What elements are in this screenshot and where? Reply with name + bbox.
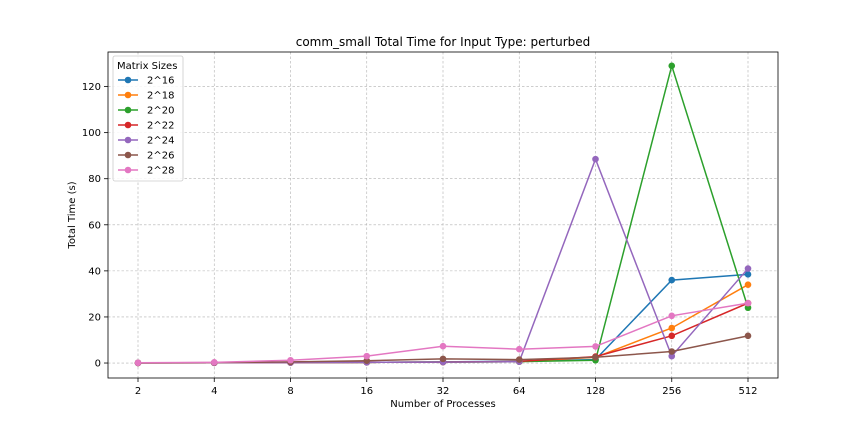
- x-tick-label: 8: [287, 386, 293, 397]
- legend-swatch-marker: [124, 91, 132, 99]
- data-point: [668, 332, 676, 340]
- series-group: [134, 62, 752, 367]
- data-point: [210, 359, 218, 366]
- legend-label: 2^28: [147, 166, 174, 177]
- data-point: [287, 356, 294, 364]
- data-point: [744, 332, 752, 340]
- data-point: [592, 343, 599, 350]
- data-point: [592, 155, 599, 163]
- data-point: [668, 324, 676, 332]
- legend-item: 2^18: [118, 91, 174, 102]
- data-point: [363, 357, 371, 365]
- data-point: [439, 355, 447, 363]
- data-point: [439, 342, 447, 350]
- legend-swatch-marker: [124, 121, 132, 129]
- data-point: [668, 62, 676, 70]
- legend-swatch-marker: [124, 136, 132, 144]
- legend-label: 2^16: [147, 76, 174, 87]
- legend-label: 2^18: [147, 91, 174, 102]
- y-tick-label: 120: [82, 82, 101, 93]
- data-point: [744, 281, 752, 288]
- legend-swatch-marker: [124, 166, 132, 174]
- x-tick-label: 128: [586, 386, 605, 397]
- legend-item: 2^24: [118, 136, 174, 147]
- legend-label: 2^24: [147, 136, 174, 147]
- x-tick-label: 2: [135, 386, 141, 397]
- x-tick-label: 64: [513, 386, 526, 397]
- data-point: [744, 271, 752, 278]
- chart-title: comm_small Total Time for Input Type: pe…: [296, 35, 591, 49]
- legend-item: 2^16: [118, 76, 174, 87]
- data-point: [744, 265, 752, 272]
- legend-box: [112, 55, 184, 182]
- y-tick-label: 20: [88, 312, 101, 323]
- y-axis: 0 20 40 60 80 100 120: [82, 82, 108, 370]
- data-point: [668, 276, 676, 284]
- data-point: [668, 352, 676, 360]
- x-tick-label: 4: [211, 386, 217, 397]
- data-point: [668, 348, 676, 355]
- legend-item: 2^28: [118, 166, 174, 177]
- data-point: [515, 356, 523, 363]
- legend-swatch-marker: [124, 151, 132, 159]
- y-axis-label: Total Time (s): [67, 181, 78, 249]
- legend-label: 2^26: [147, 151, 174, 162]
- legend-item: 2^20: [118, 106, 174, 117]
- data-point: [515, 345, 523, 353]
- x-axis: 2 4 8 16 32 64 128 256 512: [135, 378, 758, 397]
- data-point: [592, 353, 599, 361]
- x-tick-label: 512: [738, 386, 757, 397]
- legend-item: 2^26: [118, 151, 174, 162]
- y-tick-label: 60: [88, 220, 101, 231]
- data-point: [134, 359, 142, 367]
- y-tick-label: 100: [82, 128, 101, 139]
- x-tick-label: 256: [662, 386, 681, 397]
- y-tick-label: 40: [88, 266, 101, 277]
- data-point: [668, 312, 676, 320]
- legend: Matrix Sizes 2^16 2^18 2^20 2^22 2^24 2^26 2^28: [112, 55, 184, 182]
- x-axis-label: Number of Processes: [390, 399, 495, 410]
- legend-swatch-marker: [124, 76, 132, 84]
- data-point: [744, 299, 752, 307]
- data-point: [744, 304, 752, 312]
- legend-label: 2^22: [147, 121, 174, 132]
- grid: [108, 52, 778, 378]
- data-point: [363, 352, 371, 360]
- x-tick-label: 32: [437, 386, 450, 397]
- y-tick-label: 0: [95, 359, 101, 370]
- legend-label: 2^20: [147, 106, 174, 117]
- y-tick-label: 80: [88, 174, 101, 185]
- legend-swatch-marker: [124, 106, 132, 114]
- legend-title: Matrix Sizes: [117, 61, 177, 72]
- series-2-pow-28: [134, 299, 752, 367]
- x-tick-label: 16: [360, 386, 373, 397]
- legend-item: 2^22: [118, 121, 174, 132]
